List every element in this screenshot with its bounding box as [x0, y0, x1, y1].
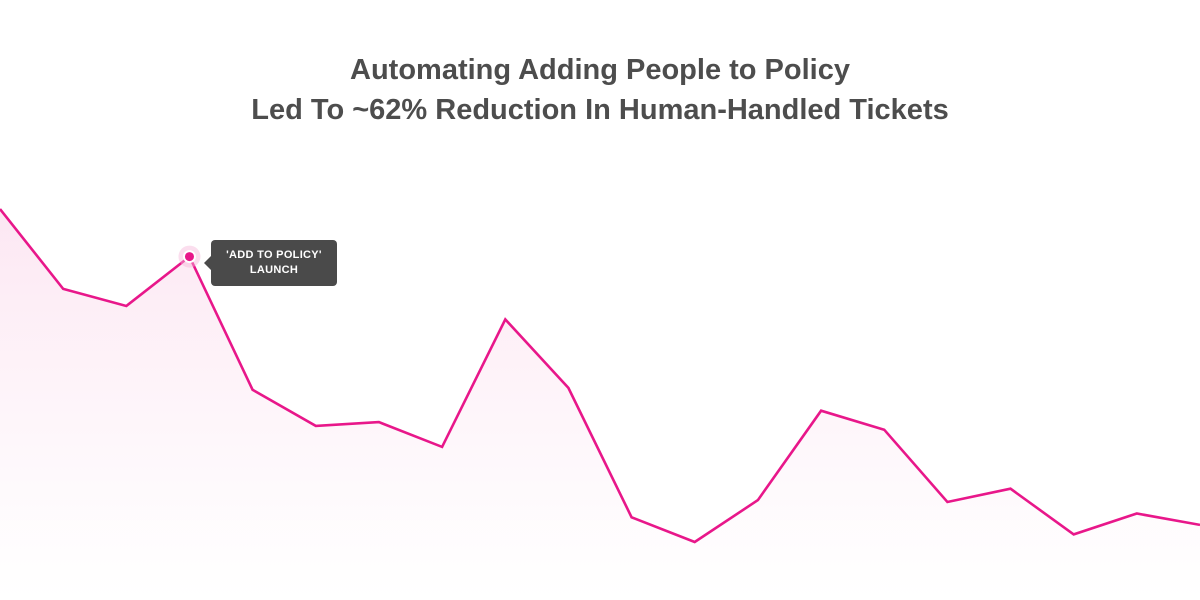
- series-line: [0, 208, 1200, 544]
- chart-title: Automating Adding People to Policy Led T…: [0, 50, 1200, 130]
- series-area-fill: [0, 209, 1200, 600]
- chart-title-line-2: Led To ~62% Reduction In Human-Handled T…: [251, 94, 949, 126]
- series-line-layer: [0, 208, 1200, 544]
- chart-title-line-1: Automating Adding People to Policy: [350, 54, 850, 86]
- annotation-line-2: LAUNCH: [249, 264, 299, 276]
- highlight-point-layer: [178, 245, 201, 268]
- annotation-line-1: 'ADD TO POLICY': [226, 249, 322, 261]
- launch-annotation-tooltip: 'ADD TO POLICY' LAUNCH: [204, 240, 337, 286]
- launch-point-dot: [184, 252, 194, 262]
- area-fill-layer: [0, 209, 1200, 600]
